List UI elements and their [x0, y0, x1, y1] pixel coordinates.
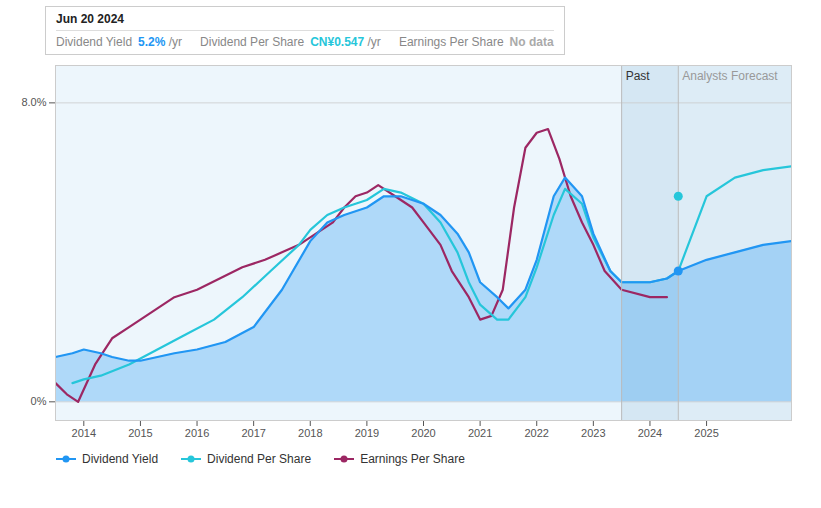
- html-text:Earnings Per Share: Earnings Per Share: [360, 452, 465, 466]
- svg-text:Analysts Forecast: Analysts Forecast: [682, 69, 778, 83]
- html-text:Dividend Per Share: Dividend Per Share: [200, 35, 305, 49]
- svg-text:2023: 2023: [581, 427, 605, 439]
- svg-text:Past: Past: [626, 69, 651, 83]
- svg-text:0%: 0%: [31, 395, 47, 407]
- svg-text:2025: 2025: [694, 427, 718, 439]
- html-text:Earnings Per Share: Earnings Per Share: [398, 35, 504, 49]
- html-text:Jun 20 2024: Jun 20 2024: [56, 12, 124, 26]
- html-text:5.2% /yr: 5.2% /yr: [138, 35, 183, 49]
- svg-text:2021: 2021: [468, 427, 492, 439]
- svg-text:2014: 2014: [72, 427, 96, 439]
- html-text:Dividend Yield: Dividend Yield: [56, 35, 133, 49]
- html-text:No data: No data: [509, 35, 554, 49]
- svg-text:2020: 2020: [411, 427, 435, 439]
- html-text:Dividend Yield: Dividend Yield: [82, 452, 159, 466]
- html-text:Dividend Per Share: Dividend Per Share: [207, 452, 312, 466]
- svg-text:8.0%: 8.0%: [21, 96, 46, 108]
- svg-text:2015: 2015: [128, 427, 152, 439]
- svg-text:2022: 2022: [524, 427, 548, 439]
- svg-text:2016: 2016: [185, 427, 209, 439]
- svg-text:2018: 2018: [298, 427, 322, 439]
- svg-text:2017: 2017: [241, 427, 265, 439]
- svg-text:2019: 2019: [355, 427, 379, 439]
- html-text:CN¥0.547 /yr: CN¥0.547 /yr: [310, 35, 381, 49]
- svg-text:2024: 2024: [638, 427, 662, 439]
